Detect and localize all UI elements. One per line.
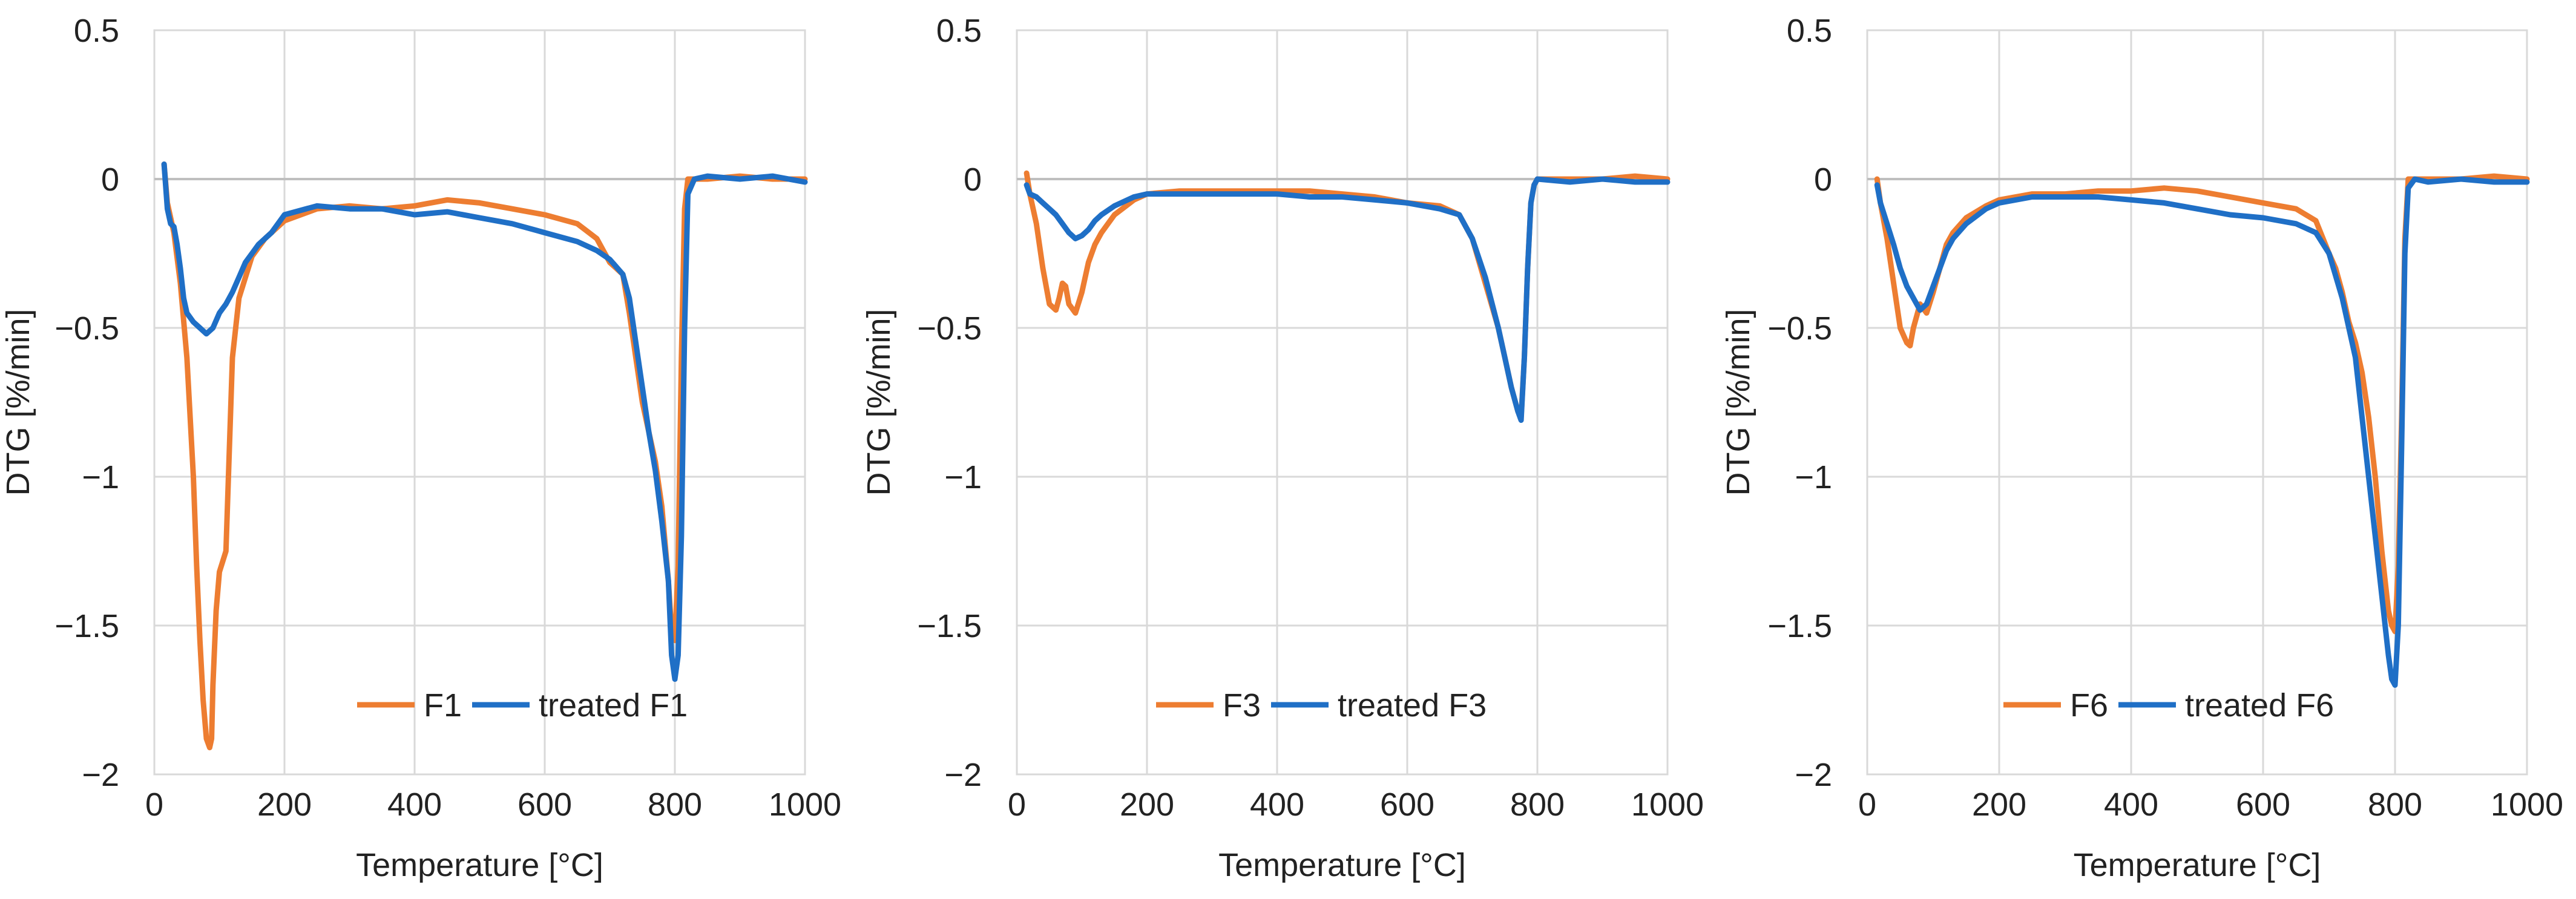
x-axis-title: Temperature [°C] [2074,847,2321,883]
y-tick-label: 0.5 [1787,13,1832,49]
y-tick-label: −1 [944,459,982,495]
series-line-treated-f1 [161,161,808,682]
y-axis-title: DTG [%/min] [1720,309,1756,495]
x-tick-label: 600 [518,786,572,823]
legend-label: F6 [2070,687,2108,724]
x-tick-label: 200 [1972,786,2026,823]
y-tick-label: −1.5 [917,608,982,644]
x-tick-label: 1000 [769,786,841,823]
y-tick-label: −1 [82,459,119,495]
plot-area [153,29,806,776]
x-tick-label: 1000 [1631,786,1704,823]
y-tick-label: −0.5 [1767,310,1832,347]
x-tick-label: 1000 [2491,786,2563,823]
y-axis-title: DTG [%/min] [0,309,36,495]
x-tick-label: 0 [145,786,163,823]
y-tick-label: −1.5 [54,608,119,644]
y-tick-label: 0 [964,162,982,198]
y-tick-label: −2 [1795,757,1832,793]
series-line-treated-f3 [1024,176,1671,423]
y-axis-title: DTG [%/min] [861,309,897,495]
y-tick-label: −1.5 [1767,608,1832,644]
y-tick-label: −2 [944,757,982,793]
x-axis-title: Temperature [°C] [1218,847,1466,883]
x-tick-label: 600 [2236,786,2290,823]
x-axis-title: Temperature [°C] [356,847,603,883]
chart-panel-f3: 0 200 400 600 800 1000 0.5 0 −0.5 −1 −1.5 −2 Tempera… [861,13,1704,883]
legend-label: treated F3 [1338,687,1487,724]
y-tick-label: 0.5 [936,13,982,49]
x-tick-label: 200 [257,786,312,823]
series-line-f1 [161,161,808,751]
legend-label: F3 [1223,687,1261,724]
chart-panel-f6: 0 200 400 600 800 1000 0.5 0 −0.5 −1 −1.5 −2 Tempera… [1720,13,2563,883]
y-tick-label: 0 [1814,162,1832,198]
legend-label: treated F1 [539,687,688,724]
x-tick-label: 600 [1380,786,1434,823]
chart-panel-f1: 0 200 400 600 800 1000 0.5 0 −0.5 −1 −1.5 −2 Tempera… [0,13,841,883]
legend-label: F1 [424,687,462,724]
x-tick-label: 400 [2104,786,2158,823]
series-line-treated-f6 [1874,176,2530,688]
y-tick-label: 0 [101,162,119,198]
y-tick-label: −2 [82,757,119,793]
x-tick-label: 0 [1858,786,1876,823]
x-tick-label: 400 [387,786,442,823]
x-tick-label: 800 [648,786,702,823]
legend-label: treated F6 [2185,687,2334,724]
plot-area [1866,29,2528,776]
y-tick-label: 0.5 [74,13,119,49]
y-tick-label: −0.5 [54,310,119,347]
series-line-f6 [1874,173,2530,635]
x-tick-label: 200 [1120,786,1174,823]
x-tick-label: 800 [1510,786,1565,823]
plot-area [1016,29,1669,776]
series-line-f3 [1024,170,1671,420]
x-tick-label: 0 [1008,786,1026,823]
x-tick-label: 800 [2368,786,2422,823]
y-tick-label: −0.5 [917,310,982,347]
x-tick-label: 400 [1250,786,1304,823]
y-tick-label: −1 [1795,459,1832,495]
